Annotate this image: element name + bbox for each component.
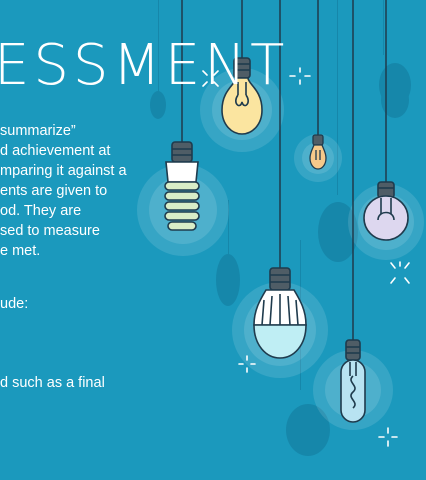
background-bulb-silhouettes [150,0,411,456]
paragraph-line: ents are given to [0,183,108,199]
final-text: d such as a final [0,375,105,391]
paragraph-line: od. They are [0,203,82,219]
paragraph-line: sed to measure [0,223,100,239]
sparkle-icon [390,261,410,284]
sparkle-icon [238,355,256,373]
bulb-cords [181,0,387,340]
paragraph-line: e met. [0,243,41,259]
light-bulb-icon [340,339,366,423]
paragraph-line: summarize” [0,123,76,139]
sparkle-icon [378,427,398,447]
include-text: ude: [0,296,29,312]
light-bulb-icon [363,181,409,241]
sparkle-icon [202,70,219,87]
paragraph-line: d achievement at [0,143,111,159]
body-paragraph: summarize” d achievement at mparing it a… [0,121,134,261]
sparkle-icon [289,67,311,85]
slide-title: ESSMENT [0,33,289,98]
paragraph-line: mparing it against a [0,163,127,179]
light-bulb-icon [164,141,200,231]
light-bulb-icon [221,57,263,135]
light-bulb-icon [309,134,327,170]
light-bulb-icon [253,267,307,359]
